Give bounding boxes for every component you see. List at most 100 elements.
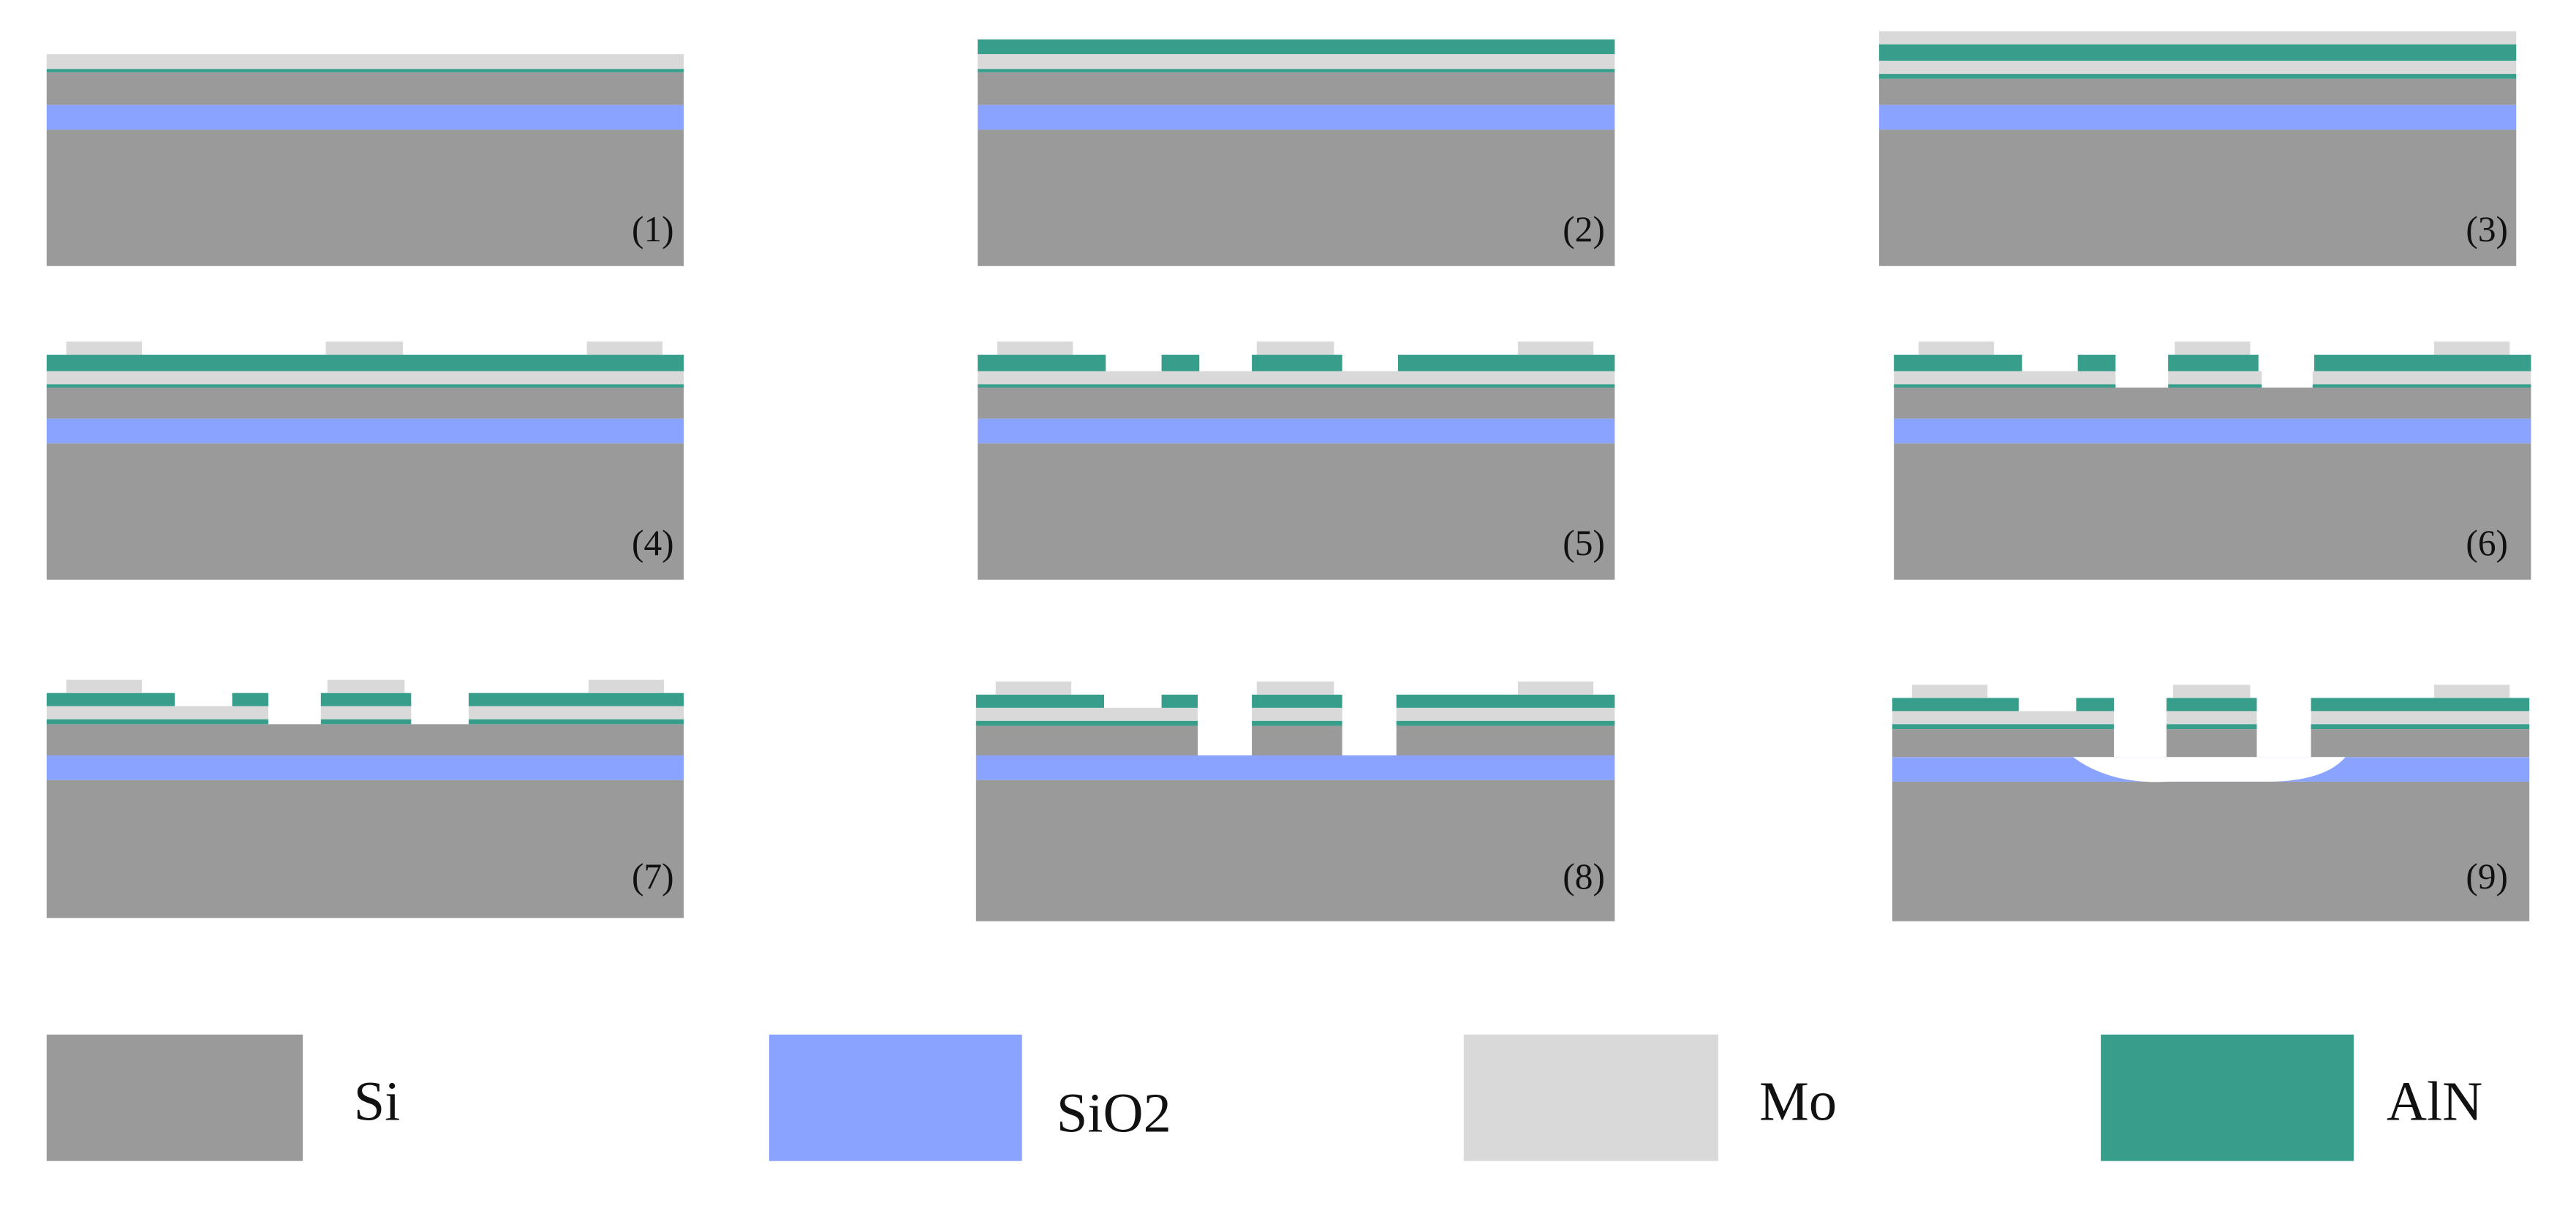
layer (1878, 129, 2517, 266)
layer (2166, 729, 2257, 758)
step-label: (9) (2466, 856, 2508, 897)
layer (46, 418, 684, 444)
layer (46, 719, 268, 725)
layer (1878, 74, 2517, 79)
layer (978, 69, 1615, 72)
layer (1894, 355, 2022, 371)
layer (46, 384, 684, 388)
layer (2168, 371, 2262, 385)
layer (1878, 31, 2517, 45)
layer (978, 355, 1106, 371)
layer (1911, 684, 1988, 698)
layer (46, 706, 268, 720)
legend-swatch (2101, 1034, 2354, 1161)
layer (2311, 698, 2530, 712)
layer (1396, 707, 1615, 721)
step-label: (3) (2466, 209, 2508, 249)
layer (2168, 355, 2259, 371)
layer (1256, 342, 1334, 355)
layer (1878, 78, 2517, 105)
layer (1256, 681, 1334, 695)
step-label: (7) (632, 856, 674, 897)
step-label: (4) (632, 523, 674, 563)
layer (2311, 711, 2530, 725)
layer (46, 129, 684, 266)
layer (975, 694, 1104, 708)
layer (1892, 729, 2115, 758)
layer (2168, 384, 2262, 388)
layer (1396, 694, 1615, 708)
legend-label: Mo (1759, 1071, 1837, 1133)
layer (978, 39, 1615, 55)
layer (978, 105, 1615, 130)
layer-shapes (46, 31, 2531, 921)
layer (46, 355, 684, 371)
layer (1161, 694, 1198, 708)
legend-swatch (46, 1034, 303, 1161)
layer (1252, 707, 1342, 721)
layer (1894, 384, 2116, 388)
layer (46, 72, 684, 105)
layer (325, 342, 404, 355)
legend-swatch (1463, 1034, 1718, 1161)
layer (320, 693, 412, 706)
layer (978, 54, 1615, 69)
layer (975, 725, 1198, 756)
layer (1894, 418, 2531, 444)
layer (1397, 355, 1615, 371)
layer (2433, 342, 2510, 355)
layer (1892, 698, 2019, 712)
layer (1894, 443, 2531, 580)
layer (2166, 724, 2257, 730)
layer (2166, 698, 2257, 712)
layer (2077, 355, 2116, 371)
layer (978, 371, 1615, 385)
layer (1892, 781, 2530, 921)
layer (2312, 371, 2531, 385)
layer (1918, 342, 1995, 355)
layer (468, 693, 684, 706)
step-label: (6) (2466, 523, 2508, 563)
layer (586, 342, 662, 355)
layer (2311, 724, 2530, 730)
layer (1878, 105, 2517, 130)
layer (1396, 720, 1615, 726)
legend-swatch (768, 1034, 1022, 1161)
layer (1878, 44, 2517, 61)
layer (320, 706, 412, 720)
layer (1396, 725, 1615, 756)
layer (588, 679, 665, 693)
layer (46, 387, 684, 419)
layer (232, 693, 268, 706)
layer (1517, 342, 1594, 355)
layer (2076, 698, 2115, 712)
layer (1894, 387, 2531, 419)
layer (46, 693, 175, 706)
layer (975, 780, 1615, 921)
layer (327, 679, 405, 693)
layer (46, 724, 684, 756)
step-label: (2) (1563, 209, 1605, 249)
layer (1252, 355, 1342, 371)
legend-label: Si (354, 1071, 401, 1133)
step-label: (8) (1563, 856, 1605, 897)
layer (2314, 355, 2531, 371)
step-label: (5) (1563, 523, 1605, 563)
layer (1892, 724, 2115, 730)
layer (46, 371, 684, 385)
layer (2433, 684, 2510, 698)
legend-label: SiO2 (1057, 1082, 1171, 1144)
layer (46, 780, 684, 918)
layer (1892, 711, 2115, 725)
layer (46, 105, 684, 130)
layer (46, 69, 684, 72)
layer (978, 387, 1615, 419)
layer (2311, 729, 2530, 758)
layer (975, 707, 1198, 721)
layer (978, 129, 1615, 266)
cavity (2072, 757, 2346, 782)
layer (2172, 684, 2251, 698)
layer (468, 719, 684, 725)
layer (2312, 384, 2531, 388)
